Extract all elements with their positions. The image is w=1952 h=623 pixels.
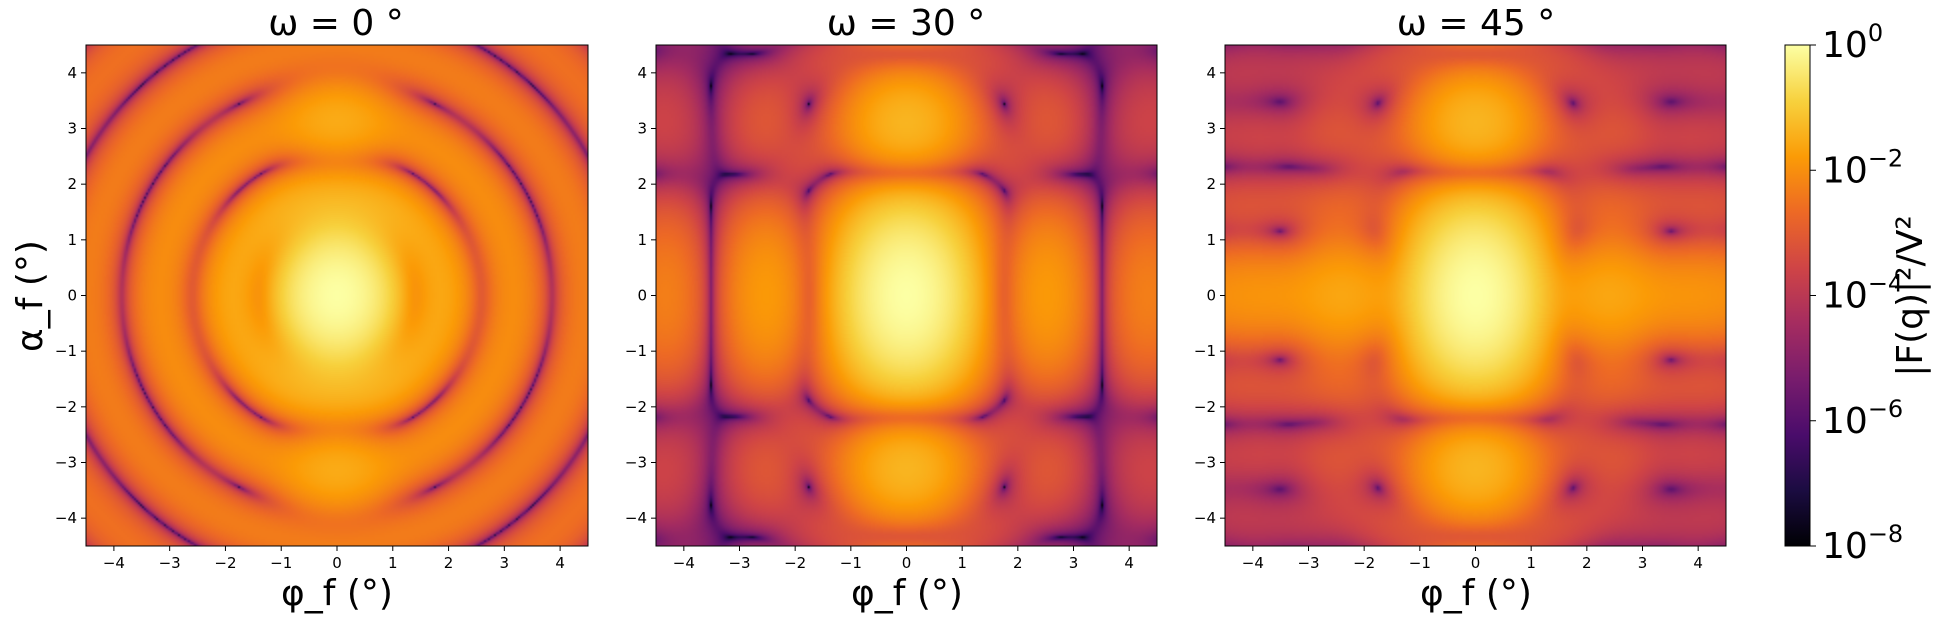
y-tick-label: −3 <box>55 454 77 472</box>
x-tick-label: 2 <box>444 554 454 572</box>
y-tick-label: −1 <box>1194 342 1216 360</box>
colorbar-tick-label: 100 <box>1822 19 1883 66</box>
x-tick-label: 4 <box>555 554 565 572</box>
x-tick-label: 0 <box>902 554 912 572</box>
colorbar-label: |F(q)|²/V² <box>1890 215 1931 377</box>
heatmap-image <box>86 45 588 546</box>
x-tick-label: 2 <box>1582 554 1592 572</box>
y-tick-label: −2 <box>625 398 647 416</box>
colorbar-gradient <box>1784 44 1811 547</box>
y-tick-label: 3 <box>637 120 647 138</box>
x-tick-label: −3 <box>1297 554 1319 572</box>
x-tick-label: 0 <box>332 554 342 572</box>
x-tick-label: 1 <box>1526 554 1536 572</box>
y-tick-label: 1 <box>637 231 647 249</box>
y-tick-label: −2 <box>1194 398 1216 416</box>
y-tick-label: 2 <box>637 175 647 193</box>
x-tick-label: 0 <box>1471 554 1481 572</box>
panel-omega-45: ω = 45 ° −4 −3 −2 −1 0 1 2 3 4 −4 −3 −2 −1 0 1 2 3 4 φ_f… <box>1194 3 1727 614</box>
y-tick-label: −3 <box>1194 454 1216 472</box>
y-tick-label: −1 <box>55 342 77 360</box>
x-tick-label: −2 <box>214 554 236 572</box>
x-ticks: −4 −3 −2 −1 0 1 2 3 4 <box>103 546 565 572</box>
heatmap-image <box>656 45 1157 546</box>
y-tick-label: −1 <box>625 342 647 360</box>
x-tick-label: 3 <box>500 554 510 572</box>
y-tick-label: 2 <box>67 175 77 193</box>
x-tick-label: 3 <box>1638 554 1648 572</box>
panel-omega-30: ω = 30 ° −4 −3 −2 −1 0 1 2 3 4 −4 −3 −2 −1 0 1 2 3 4 φ_f… <box>625 3 1158 614</box>
y-ticks: −4 −3 −2 −1 0 1 2 3 4 <box>1194 64 1225 527</box>
x-tick-label: −1 <box>840 554 862 572</box>
x-axis-label: φ_f (°) <box>1420 573 1532 614</box>
x-tick-label: −2 <box>784 554 806 572</box>
x-ticks: −4 −3 −2 −1 0 1 2 3 4 <box>1242 546 1703 572</box>
y-tick-label: 0 <box>637 287 647 305</box>
colorbar-tick-label: 10−8 <box>1822 520 1903 567</box>
y-tick-label: −3 <box>625 454 647 472</box>
y-tick-label: 1 <box>67 231 77 249</box>
x-tick-label: 4 <box>1124 554 1134 572</box>
y-tick-label: 2 <box>1206 175 1216 193</box>
y-tick-label: −2 <box>55 398 77 416</box>
colorbar-tick-label: 10−4 <box>1822 270 1903 317</box>
y-tick-label: 4 <box>637 64 647 82</box>
x-ticks: −4 −3 −2 −1 0 1 2 3 4 <box>673 546 1134 572</box>
colorbar-ticks: 100 10−2 10−4 10−6 10−8 <box>1810 19 1903 567</box>
x-tick-label: −2 <box>1353 554 1375 572</box>
y-tick-label: 3 <box>67 120 77 138</box>
x-tick-label: 1 <box>957 554 967 572</box>
y-tick-label: 4 <box>67 64 77 82</box>
x-tick-label: −1 <box>1409 554 1431 572</box>
panel-title: ω = 0 ° <box>268 3 404 44</box>
x-tick-label: −1 <box>270 554 292 572</box>
x-tick-label: 1 <box>388 554 398 572</box>
y-tick-label: 0 <box>1206 287 1216 305</box>
x-axis-label: φ_f (°) <box>851 573 963 614</box>
colorbar-tick-label: 10−6 <box>1822 395 1903 442</box>
panel-title: ω = 45 ° <box>1397 3 1555 44</box>
panel-title: ω = 30 ° <box>827 3 985 44</box>
heatmap-image <box>1225 45 1726 546</box>
x-tick-label: −3 <box>159 554 181 572</box>
colorbar-tick-label: 10−2 <box>1822 144 1903 191</box>
y-tick-label: 1 <box>1206 231 1216 249</box>
panel-omega-0: ω = 0 ° −4 −3 −2 −1 0 1 2 3 4 −4 −3 −2 −1 0 1 2 3 4 φ_f … <box>10 3 589 614</box>
x-tick-label: 2 <box>1013 554 1023 572</box>
y-tick-label: −4 <box>1194 509 1216 527</box>
y-ticks: −4 −3 −2 −1 0 1 2 3 4 <box>55 64 86 527</box>
y-tick-label: 0 <box>67 287 77 305</box>
y-ticks: −4 −3 −2 −1 0 1 2 3 4 <box>625 64 656 527</box>
colorbar: 100 10−2 10−4 10−6 10−8 |F(q)|²/V² <box>1784 19 1931 567</box>
y-tick-label: 3 <box>1206 120 1216 138</box>
x-tick-label: −4 <box>1242 554 1264 572</box>
y-tick-label: −4 <box>55 509 77 527</box>
x-axis-label: φ_f (°) <box>281 573 393 614</box>
x-tick-label: −3 <box>728 554 750 572</box>
x-tick-label: −4 <box>673 554 695 572</box>
x-tick-label: −4 <box>103 554 125 572</box>
y-tick-label: −4 <box>625 509 647 527</box>
y-tick-label: 4 <box>1206 64 1216 82</box>
y-axis-label: α_f (°) <box>10 240 51 352</box>
x-tick-label: 3 <box>1069 554 1079 572</box>
x-tick-label: 4 <box>1693 554 1703 572</box>
